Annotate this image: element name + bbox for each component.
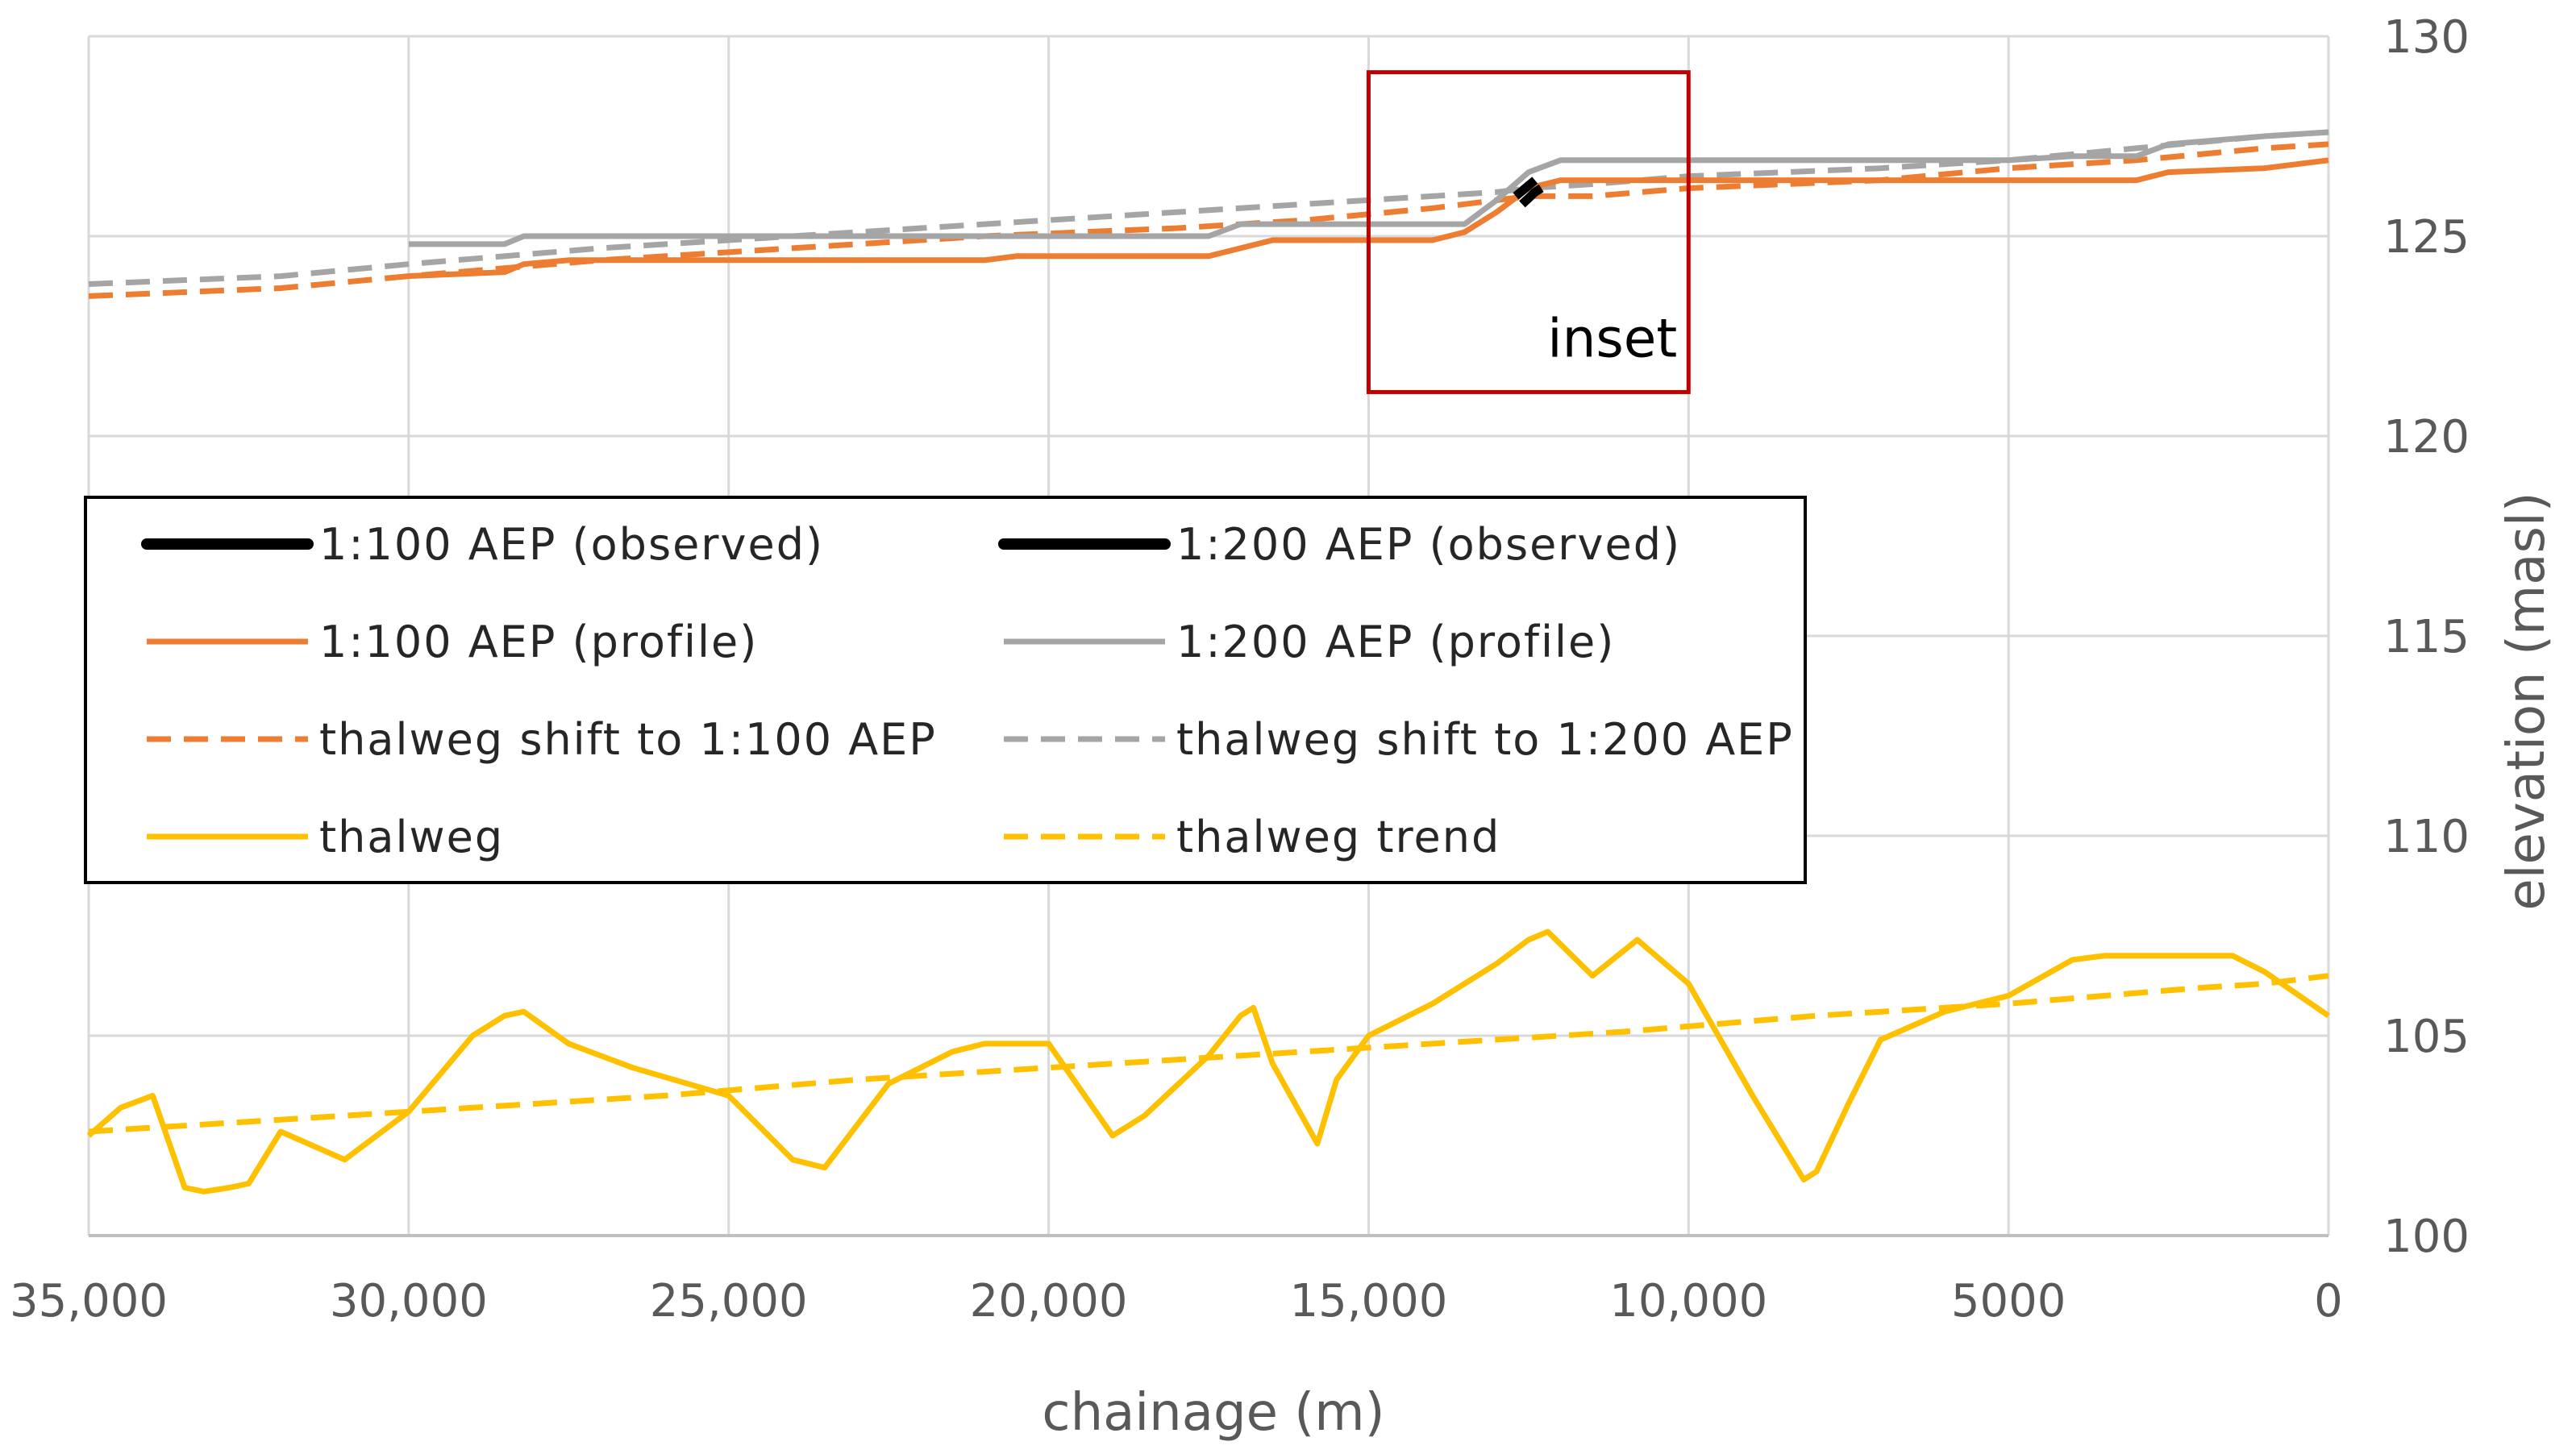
y-axis-title: elevation (masl) — [2497, 492, 2557, 910]
legend-label-1-100-aep-profile: 1:100 AEP (profile) — [319, 617, 758, 667]
x-axis-ticks: 35,000 30,000 25,000 20,000 15,000 10,000 5000… — [10, 1275, 2343, 1327]
legend-label-thalweg-shift-to-1-100-aep: thalweg shift to 1:100 AEP — [319, 714, 937, 765]
legend-label-1-200-aep-observed: 1:200 AEP (observed) — [1176, 519, 1681, 570]
inset-box — [1366, 70, 1691, 394]
y-tick-label: 110 — [2383, 811, 2470, 863]
legend-box — [84, 496, 1807, 884]
legend-label-1-200-aep-profile: 1:200 AEP (profile) — [1176, 617, 1615, 667]
y-tick-label: 125 — [2383, 211, 2470, 264]
y-tick-label: 115 — [2383, 611, 2470, 663]
x-tick-label: 25,000 — [650, 1275, 808, 1327]
y-axis-ticks: 100 105 110 115 120 125 130 — [2383, 11, 2470, 1263]
legend-entries: 1:100 AEP (observed) 1:200 AEP (observed)… — [141, 519, 1794, 862]
x-tick-label: 0 — [2314, 1275, 2343, 1327]
x-tick-label: 30,000 — [330, 1275, 488, 1327]
x-tick-label: 10,000 — [1609, 1275, 1767, 1327]
legend-label-thalweg-shift-to-1-200-aep: thalweg shift to 1:200 AEP — [1176, 714, 1794, 765]
series-line-1-100-aep-profile — [408, 157, 2329, 280]
y-tick-label: 120 — [2383, 411, 2470, 463]
legend-label-thalweg-trend: thalweg trend — [1176, 812, 1500, 862]
inset-label: inset — [1547, 307, 1677, 369]
series-line-thalweg — [86, 928, 2330, 1194]
series-layer — [86, 129, 2330, 1194]
x-axis-title: chainage (m) — [1042, 1383, 1384, 1443]
x-tick-label: 20,000 — [970, 1275, 1128, 1327]
series-line-thalweg-shift-to-1-100-aep — [88, 141, 2329, 299]
x-tick-label: 5000 — [1951, 1275, 2066, 1327]
series-line-1-100-aep-observed — [1519, 184, 1544, 208]
legend-label-thalweg: thalweg — [319, 812, 504, 862]
inset-annotation: inset — [1366, 70, 1691, 394]
legend-label-1-100-aep-observed: 1:100 AEP (observed) — [319, 519, 824, 570]
x-tick-label: 35,000 — [10, 1275, 168, 1327]
y-tick-label: 130 — [2383, 11, 2470, 64]
legend: 1:100 AEP (observed) 1:200 AEP (observed)… — [84, 496, 1807, 884]
x-tick-label: 15,000 — [1289, 1275, 1447, 1327]
series-line-1-200-aep-observed — [1513, 177, 1538, 200]
series-line-thalweg-trend — [88, 973, 2329, 1135]
series-line-1-200-aep-profile — [408, 129, 2329, 247]
y-tick-label: 105 — [2383, 1011, 2470, 1063]
y-tick-label: 100 — [2383, 1211, 2470, 1263]
